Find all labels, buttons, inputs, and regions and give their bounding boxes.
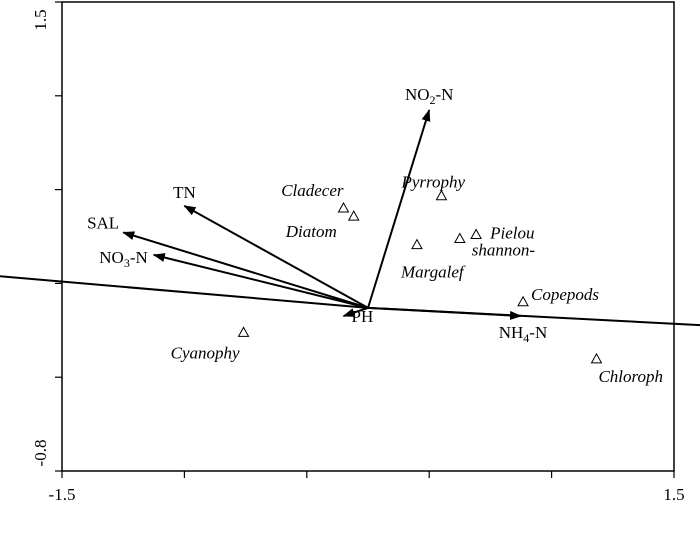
plot-frame xyxy=(61,1,675,472)
vector-sal-label: SAL xyxy=(87,213,119,232)
vector-do-arrow xyxy=(367,306,700,327)
species-cladecer-marker xyxy=(337,201,350,213)
species-cladecer-label: Cladecer xyxy=(281,181,344,200)
species-shannon-label: shannon- xyxy=(472,241,536,260)
vector-wt-arrow xyxy=(0,275,369,309)
species-cyanophy-marker xyxy=(237,326,250,337)
species-chloroph-label: Chloroph xyxy=(598,367,663,386)
species-cyanophy-label: Cyanophy xyxy=(171,343,240,362)
species-chloroph-marker xyxy=(590,352,603,364)
vector-ph-label: PH xyxy=(352,307,374,326)
vector-nh4-n-label: NH4-N xyxy=(499,323,548,345)
vector-no3-n-label: NO3-N xyxy=(99,248,148,270)
species-copepods-marker xyxy=(517,295,529,307)
species-pielou-label: Pielou xyxy=(489,223,534,242)
species-margalef-label: Margalef xyxy=(400,263,466,282)
x-tick-label: -1.5 xyxy=(49,485,76,504)
y-tick-label: 1.5 xyxy=(31,9,50,30)
species-pielou-marker xyxy=(470,228,482,239)
vector-tn-arrow xyxy=(183,205,369,309)
species-pyrrophy-marker xyxy=(435,189,448,201)
y-tick-label: -0.8 xyxy=(31,440,50,467)
species-diatom-marker xyxy=(347,210,360,221)
vector-tn-label: TN xyxy=(173,183,196,202)
species-shannon-marker xyxy=(453,232,466,244)
species-diatom-label: Diatom xyxy=(285,222,337,241)
vector-no2-n-arrow xyxy=(367,109,431,309)
axis-tick-labels: -1.5 1.5 -0.8 1.5 xyxy=(31,9,685,504)
axis-ticks xyxy=(55,1,675,478)
x-tick-label: 1.5 xyxy=(663,485,684,504)
vector-ph-arrow xyxy=(342,306,369,317)
vector-sal-arrow xyxy=(122,231,369,309)
vector-no2-n-label: NO2-N xyxy=(405,85,454,107)
species-pyrrophy-label: Pyrrophy xyxy=(400,173,465,192)
species-copepods-label: Copepods xyxy=(531,285,599,304)
species-margalef-marker xyxy=(411,238,423,250)
vector-no3-n-arrow xyxy=(152,253,369,309)
